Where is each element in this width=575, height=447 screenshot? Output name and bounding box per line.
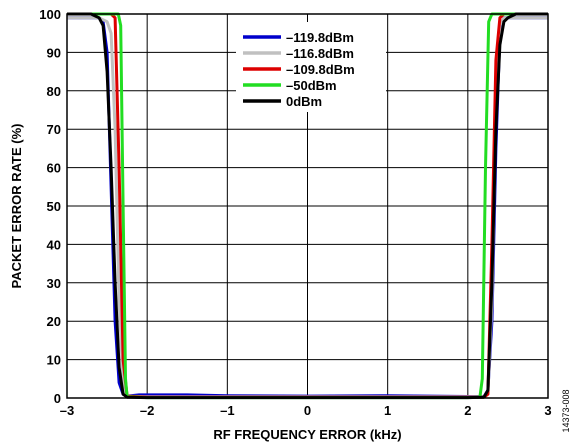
legend-label: –116.8dBm bbox=[286, 46, 354, 61]
x-tick-label: 2 bbox=[464, 403, 471, 418]
y-axis-title: PACKET ERROR RATE (%) bbox=[9, 124, 24, 289]
y-tick-label: 50 bbox=[47, 199, 61, 214]
y-tick-label: 90 bbox=[47, 45, 61, 60]
y-tick-label: 10 bbox=[47, 353, 61, 368]
x-tick-label: 3 bbox=[544, 403, 551, 418]
x-axis-ticks: –3 –2 –1 0 1 2 3 bbox=[60, 403, 552, 418]
y-tick-label: 40 bbox=[47, 237, 61, 252]
x-tick-label: 0 bbox=[304, 403, 311, 418]
y-tick-label: 20 bbox=[47, 314, 61, 329]
y-tick-label: 30 bbox=[47, 276, 61, 291]
legend-label: –119.8dBm bbox=[286, 30, 354, 45]
figure-id: 14373-008 bbox=[561, 389, 571, 432]
x-tick-label: –3 bbox=[60, 403, 74, 418]
x-tick-label: –1 bbox=[220, 403, 234, 418]
x-tick-label: 1 bbox=[384, 403, 391, 418]
y-tick-label: 70 bbox=[47, 122, 61, 137]
legend-label: 0dBm bbox=[286, 94, 322, 109]
legend-label: –50dBm bbox=[286, 78, 337, 93]
y-tick-label: 100 bbox=[39, 7, 61, 22]
plot-frame bbox=[66, 13, 549, 399]
legend-label: –109.8dBm bbox=[286, 62, 355, 77]
x-tick-label: –2 bbox=[140, 403, 154, 418]
y-tick-label: 0 bbox=[54, 391, 61, 406]
y-tick-label: 80 bbox=[47, 84, 61, 99]
x-axis-title: RF FREQUENCY ERROR (kHz) bbox=[213, 427, 401, 442]
y-tick-label: 60 bbox=[47, 161, 61, 176]
y-axis-ticks: 0 10 20 30 40 50 60 70 80 90 100 bbox=[39, 7, 61, 406]
